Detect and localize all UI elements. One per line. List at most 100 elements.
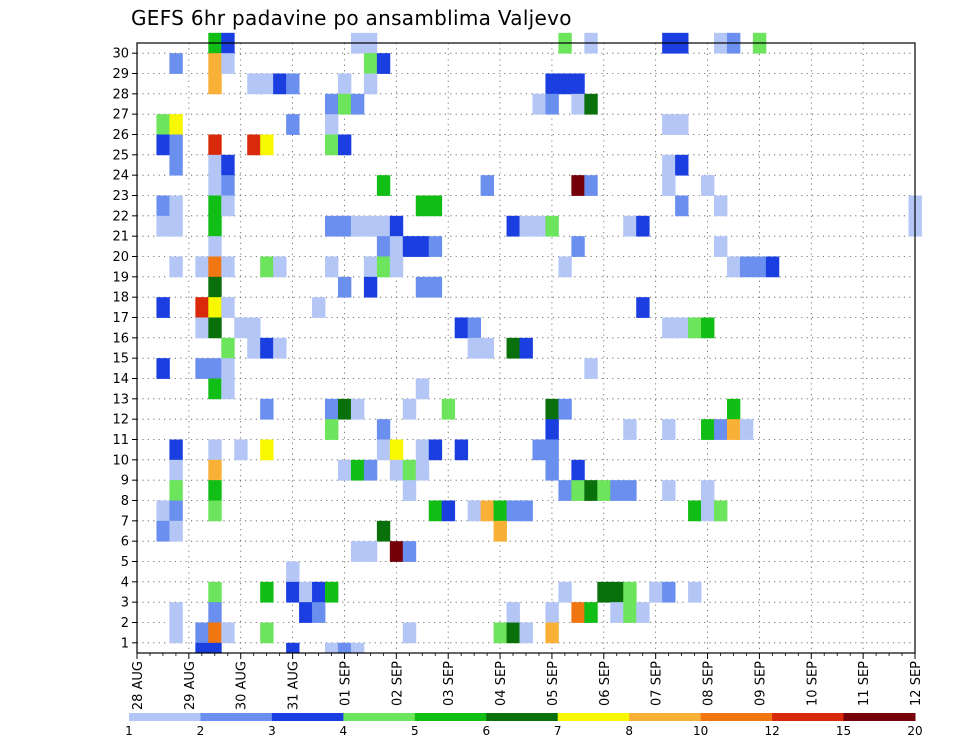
precip-cell (363, 53, 378, 74)
precip-cell (247, 337, 261, 359)
y-tick-label: 28 (112, 87, 129, 102)
precip-cell (545, 93, 559, 115)
precip-cell (506, 622, 520, 644)
precip-cell (208, 256, 222, 278)
precip-cell (169, 602, 183, 623)
precip-cell (688, 500, 702, 522)
precip-cell (260, 581, 274, 603)
precip-cell (195, 317, 209, 339)
precip-cell (662, 175, 676, 196)
precip-cell (558, 581, 572, 603)
x-tick-label: 07 SEP (650, 661, 665, 706)
y-tick-label: 21 (112, 230, 129, 245)
y-tick-label: 22 (112, 209, 129, 224)
y-tick-label: 29 (112, 67, 129, 82)
precip-cell (597, 480, 611, 501)
x-tick-label: 11 SEP (857, 661, 872, 706)
precip-cell (584, 358, 598, 379)
precip-cell (208, 53, 222, 74)
precip-cell (247, 73, 261, 95)
precip-cell (558, 480, 572, 501)
precip-cell (363, 276, 378, 298)
precip-cell (208, 297, 222, 318)
precip-cell (415, 459, 430, 481)
x-tick-label: 29 AUG (183, 661, 198, 710)
precip-cell (545, 439, 559, 461)
y-tick-label: 15 (112, 352, 129, 367)
precip-cell (208, 276, 222, 298)
x-tick-label: 09 SEP (753, 661, 768, 706)
precip-cell (480, 337, 494, 359)
precip-cell (208, 134, 222, 156)
precip-cell (467, 337, 482, 359)
precip-cell (234, 317, 248, 339)
precip-cell (195, 297, 209, 318)
precip-cell (545, 602, 559, 623)
precip-cell (195, 642, 209, 654)
legend-swatch (343, 713, 416, 721)
precip-cell (208, 602, 222, 623)
precip-cell (584, 175, 598, 196)
legend-label: 2 (197, 724, 205, 738)
precip-cell (739, 419, 754, 440)
precip-cell (195, 622, 209, 644)
precip-cell (273, 337, 287, 359)
y-tick-label: 6 (121, 535, 129, 550)
precip-cell (325, 642, 339, 654)
precip-cell (571, 459, 585, 481)
precip-cell (221, 297, 235, 318)
y-tick-label: 30 (112, 47, 129, 62)
precip-cell (519, 215, 533, 237)
precip-cell (428, 276, 443, 298)
precip-cell (389, 459, 404, 481)
precip-cell (221, 337, 235, 359)
precip-cell (662, 154, 676, 176)
precip-cell (714, 419, 728, 440)
precip-cell (726, 419, 741, 440)
precip-cell (169, 520, 183, 542)
precip-cell (312, 297, 326, 318)
precip-cell (571, 73, 585, 95)
precip-cell (208, 358, 222, 379)
y-tick-label: 10 (112, 453, 129, 468)
y-tick-label: 2 (121, 616, 129, 631)
precip-cell (221, 53, 235, 74)
legend-swatch (129, 713, 201, 721)
precip-cell (584, 93, 598, 115)
precip-cell (169, 195, 183, 217)
precip-cell (493, 520, 507, 542)
precip-cell (532, 215, 546, 237)
precip-cell (675, 154, 689, 176)
legend-label: 20 (907, 724, 922, 738)
precip-cell (545, 398, 559, 420)
precip-cell (169, 480, 183, 501)
precip-cell (584, 602, 598, 623)
precip-cell (156, 134, 170, 156)
precip-cell (208, 500, 222, 522)
precip-cell (675, 195, 689, 217)
precip-cell (376, 520, 391, 542)
precip-cell (701, 317, 715, 339)
precip-cell (350, 642, 365, 654)
precip-cell (156, 500, 170, 522)
precip-cell (337, 93, 352, 115)
precip-cell (558, 73, 572, 95)
precip-cell (376, 256, 391, 278)
precip-cell (337, 215, 352, 237)
y-tick-label: 17 (112, 311, 129, 326)
legend-label: 4 (340, 724, 348, 738)
precip-cell (519, 337, 533, 359)
precip-cell (402, 541, 417, 562)
precip-cell (325, 93, 339, 115)
precip-cell (363, 73, 378, 95)
precip-cell (467, 317, 482, 339)
precip-cell (726, 256, 741, 278)
precip-cell (571, 175, 585, 196)
precip-cell (208, 195, 222, 217)
y-tick-label: 13 (112, 392, 129, 407)
precip-cell (299, 581, 313, 603)
legend-swatch (414, 713, 487, 721)
precip-cell (286, 642, 300, 654)
precip-cell (493, 500, 507, 522)
precip-cell (337, 276, 352, 298)
